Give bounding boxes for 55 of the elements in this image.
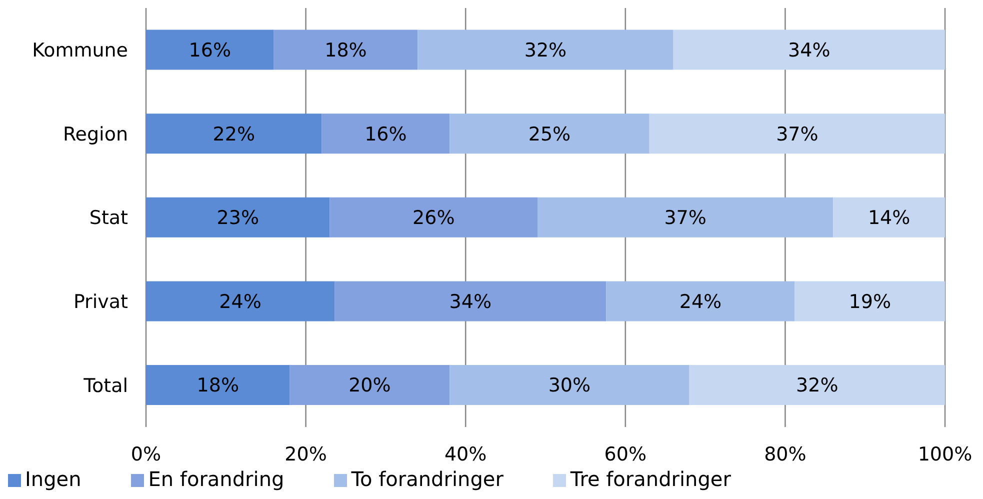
data-label: 32% — [524, 40, 567, 62]
bar — [538, 197, 834, 238]
bar — [330, 197, 538, 238]
legend-label: To forandringer — [351, 467, 504, 491]
data-label: 24% — [679, 290, 722, 313]
data-label: 34% — [788, 40, 830, 62]
bar — [334, 281, 606, 322]
legend-label: Ingen — [25, 467, 82, 491]
data-label: 32% — [796, 374, 838, 397]
y-tick-label: Kommune — [32, 40, 128, 62]
bar — [274, 30, 418, 70]
bar — [290, 364, 450, 405]
data-label: 16% — [364, 123, 407, 146]
y-tick-label: Total — [82, 374, 128, 397]
x-tick-label: 60% — [604, 443, 647, 466]
x-tick-label: 0% — [130, 443, 162, 466]
legend-label: Tre forandringer — [570, 467, 731, 491]
data-label: 30% — [548, 374, 591, 397]
y-tick-label: Privat — [73, 291, 128, 314]
data-label: 23% — [216, 207, 259, 230]
x-tick-label: 100% — [918, 443, 972, 466]
data-label: 14% — [868, 207, 910, 230]
bar — [833, 197, 945, 238]
bar — [146, 30, 274, 70]
data-label: 37% — [776, 123, 818, 146]
data-label: 18% — [196, 374, 240, 397]
data-label: 24% — [219, 290, 262, 313]
legend-label: En forandring — [148, 467, 284, 491]
x-tick-label: 80% — [764, 443, 806, 466]
x-tick-label: 40% — [444, 443, 487, 466]
bar — [146, 281, 335, 322]
bar — [450, 364, 690, 405]
bar — [146, 197, 330, 238]
bar — [418, 30, 674, 70]
x-tick-label: 20% — [284, 443, 327, 466]
bar — [322, 114, 450, 154]
data-label: 22% — [212, 123, 256, 146]
data-label: 25% — [528, 123, 571, 146]
bar — [649, 114, 945, 154]
data-label: 18% — [324, 40, 367, 62]
bar — [794, 281, 945, 322]
data-label: 16% — [188, 40, 232, 62]
data-label: 19% — [848, 290, 892, 313]
data-label: 34% — [449, 290, 492, 313]
bar — [146, 364, 290, 405]
data-label: 20% — [348, 374, 391, 397]
data-label: 26% — [412, 207, 455, 230]
y-tick-label: Region — [62, 123, 128, 146]
bar — [606, 281, 795, 322]
data-label: 37% — [664, 207, 706, 230]
y-tick-label: Stat — [89, 207, 128, 230]
bar — [450, 114, 650, 154]
bar — [673, 30, 945, 70]
bar — [689, 364, 945, 405]
bar — [146, 114, 322, 154]
